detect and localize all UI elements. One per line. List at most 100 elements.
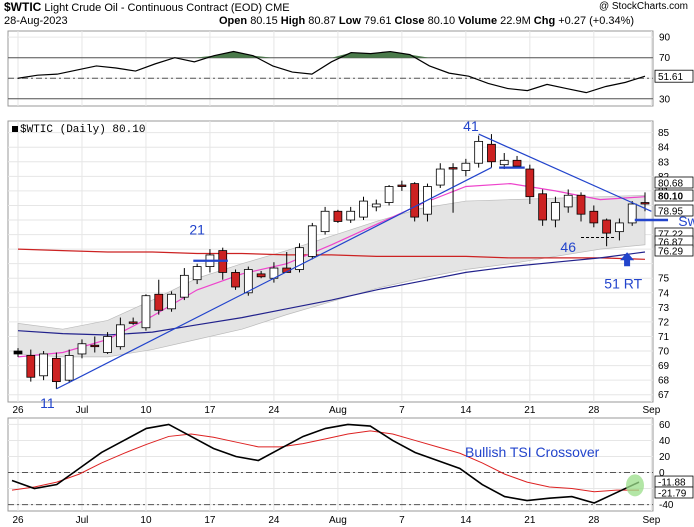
- candle-body: [90, 344, 100, 348]
- tsi-line: [11, 423, 640, 504]
- x-tick-label: 7: [399, 405, 405, 416]
- price-value-label: 77.22: [658, 230, 683, 241]
- price-value-box: [654, 244, 694, 257]
- rsi-value-label: 51.61: [658, 72, 683, 83]
- x-tick-label: Jul: [76, 515, 89, 526]
- price-tick-label: 70: [658, 347, 670, 358]
- candle-body: [39, 353, 48, 377]
- candle-body: [307, 225, 317, 257]
- ohlc-readout: Open 80.15 High 80.87 Low 79.61 Close 80…: [219, 15, 635, 27]
- tsi-pane: [7, 417, 654, 512]
- candle-body: [359, 200, 368, 218]
- candle-body: [103, 336, 112, 353]
- exchange: CME: [265, 2, 290, 14]
- candle-body: [563, 194, 573, 208]
- price-value-label: 80.68: [658, 179, 683, 190]
- candle-body: [512, 159, 522, 167]
- resistance-trendline: [478, 133, 652, 212]
- x-tick-label: 17: [204, 515, 216, 526]
- candle-body: [499, 159, 509, 166]
- price-value-label: 78.95: [658, 207, 683, 218]
- candle-body: [77, 343, 87, 355]
- legend-icon: [12, 126, 18, 133]
- rsi-tick-label: 70: [659, 53, 671, 64]
- price-tick-label: 68: [658, 376, 670, 387]
- annotation-label-11: 11: [40, 395, 55, 411]
- candle-body: [256, 273, 266, 278]
- candle-body: [640, 202, 650, 205]
- candle-body: [602, 219, 611, 234]
- rsi-value-box: [654, 69, 694, 83]
- tsi-value-label: -21.79: [658, 488, 687, 499]
- price-tick-label: 75: [658, 274, 670, 285]
- price-tick-label: 72: [658, 317, 670, 328]
- x-tick-label: 21: [524, 405, 536, 416]
- candle-body: [231, 272, 240, 288]
- price-value-box: [654, 176, 694, 189]
- x-tick-label: 17: [204, 405, 216, 416]
- tsi-tick-label: 0: [659, 468, 665, 479]
- tsi-value-label: -11.88: [658, 478, 686, 489]
- candle-body: [538, 193, 547, 221]
- candle-body: [243, 269, 253, 294]
- bollinger-band: [17, 194, 646, 358]
- x-tick-label: Aug: [329, 405, 347, 416]
- rsi-tick-label: 90: [659, 33, 671, 44]
- rsi-pane: [7, 30, 654, 107]
- copyright: @ StockCharts.com: [598, 1, 688, 12]
- x-tick-label: Aug: [329, 515, 347, 526]
- price-tick-label: 85: [658, 128, 670, 139]
- candle-body: [192, 266, 202, 281]
- price-tick-label: 71: [658, 332, 670, 343]
- candle-body: [474, 140, 484, 164]
- tsi-tick-label: -40: [659, 500, 674, 511]
- x-tick-label: Jul: [76, 405, 89, 416]
- instrument-description: Light Crude Oil - Continuous Contract (E…: [44, 2, 263, 14]
- price-value-label: 76.29: [658, 247, 683, 258]
- support-trendline: [56, 167, 492, 390]
- price-tick-label: 69: [658, 361, 670, 372]
- candle-body: [141, 295, 151, 329]
- candle-body: [627, 203, 637, 224]
- symbol: $WTIC: [4, 0, 42, 14]
- price-value-label: 76.87: [658, 238, 683, 249]
- candle-body: [448, 167, 458, 170]
- x-tick-label: 24: [268, 405, 280, 416]
- header-line-1: $WTIC Light Crude Oil - Continuous Contr…: [4, 0, 694, 14]
- price-pane-label: $WTIC (Daily) 80.10: [12, 124, 145, 136]
- x-tick-label: 7: [399, 515, 405, 526]
- price-value-box: [654, 189, 694, 202]
- x-tick-label: Sep: [642, 515, 660, 526]
- tsi-tick-label: 20: [659, 452, 671, 463]
- candle-body: [589, 210, 599, 224]
- x-tick-label: 10: [140, 405, 152, 416]
- candle-body: [346, 210, 356, 221]
- candle-body: [128, 321, 138, 324]
- candle-body: [167, 293, 176, 310]
- annotation-label-51-rt: 51 RT: [604, 275, 642, 291]
- candle-body: [154, 293, 164, 311]
- candle-body: [179, 274, 189, 298]
- annotation-label-41: 41: [463, 118, 479, 134]
- candle-body: [295, 247, 304, 270]
- up-arrow-icon: [620, 252, 635, 267]
- candle-body: [371, 203, 381, 208]
- candle-body: [615, 222, 624, 233]
- x-tick-label: 14: [460, 405, 472, 416]
- candle-body: [64, 355, 74, 381]
- x-tick-label: 28: [588, 405, 600, 416]
- annotation-label-46: 46: [560, 239, 576, 255]
- candle-body: [576, 194, 586, 215]
- crossover-highlight: [626, 474, 644, 497]
- price-tick-label: 84: [658, 143, 670, 154]
- candle-body: [13, 350, 23, 355]
- price-tick-label: 73: [658, 303, 670, 314]
- x-tick-label: 21: [524, 515, 536, 526]
- x-tick-label: 26: [12, 405, 24, 416]
- tsi-tick-label: 40: [659, 436, 671, 447]
- x-tick-label: 14: [460, 515, 472, 526]
- x-tick-label: 24: [268, 515, 280, 526]
- x-tick-label: 10: [140, 515, 152, 526]
- price-tick-label: 83: [658, 157, 670, 168]
- price-value-label: 80.10: [658, 192, 683, 203]
